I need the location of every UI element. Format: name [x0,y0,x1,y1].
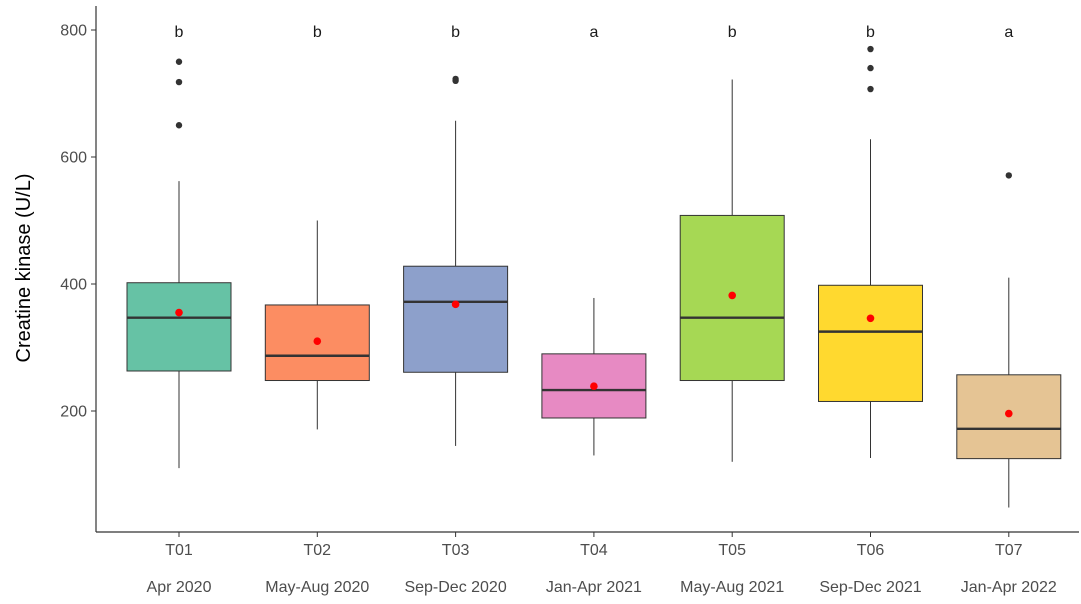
y-tick-label: 400 [60,277,87,294]
outlier-point [1005,172,1012,179]
mean-point [1005,409,1013,418]
x-period-label: Jan-Apr 2022 [961,579,1057,596]
y-tick-label: 600 [60,150,87,167]
y-tick-label: 200 [60,404,87,421]
significance-letter: a [589,24,598,41]
outlier-point [867,45,874,53]
outlier-point [175,122,183,129]
x-tick-label: T06 [857,542,885,559]
significance-letter: b [313,24,322,41]
outlier-point [867,64,874,72]
mean-point [866,314,875,323]
y-tick-label: 800 [60,23,87,40]
mean-point [175,308,183,317]
significance-letter: b [866,24,875,41]
y-axis-title: Creatine kinase (U/L) [13,174,35,363]
x-period-label: Jan-Apr 2021 [546,579,642,596]
box-t06 [818,284,923,402]
significance-letter: a [1004,24,1013,41]
outlier-point [452,75,459,83]
x-tick-label: T02 [304,542,332,559]
x-period-label: Apr 2020 [147,579,212,596]
x-period-label: May-Aug 2021 [680,579,784,596]
mean-point [313,337,322,345]
x-period-label: May-Aug 2020 [265,579,369,596]
x-tick-label: T07 [995,542,1023,559]
mean-point [590,382,598,391]
x-tick-label: T05 [718,542,746,559]
outlier-point [867,85,874,93]
significance-letter: b [728,24,737,41]
x-tick-label: T03 [442,542,470,559]
mean-point [728,291,736,300]
x-period-label: Sep-Dec 2021 [819,579,921,596]
x-tick-label: T01 [165,542,193,559]
outlier-point [175,78,183,86]
mean-point [451,300,460,309]
x-period-label: Sep-Dec 2020 [404,579,506,596]
x-tick-label: T04 [580,542,608,559]
outlier-point [175,58,183,65]
box-t01 [126,282,232,372]
significance-letter: b [451,24,460,41]
box-t03 [403,265,509,373]
significance-letter: b [175,24,184,41]
